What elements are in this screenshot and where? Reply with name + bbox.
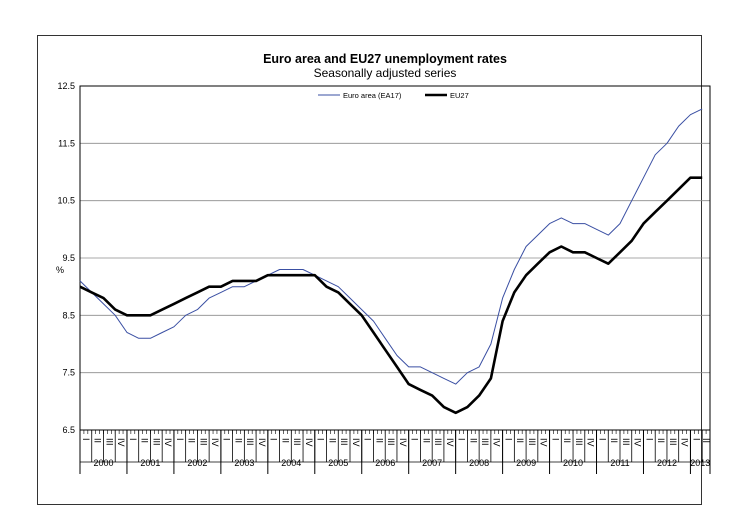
series-line-euro-area	[79, 108, 703, 385]
x-quarter-label: III	[527, 438, 537, 446]
x-quarter-label: I	[128, 438, 138, 441]
x-quarter-label: II	[468, 438, 478, 443]
x-quarter-label: I	[363, 438, 373, 441]
x-quarter-label: IV	[492, 438, 502, 447]
x-quarter-label: III	[480, 438, 490, 446]
series-line-eu27	[79, 176, 703, 415]
chart-title: Euro area and EU27 unemployment rates	[263, 52, 507, 66]
x-year-label: 2009	[516, 458, 536, 468]
x-quarter-label: IV	[257, 438, 267, 447]
x-quarter-label: II	[701, 438, 711, 443]
x-quarter-label: II	[562, 438, 572, 443]
x-quarter-label: III	[151, 438, 161, 446]
y-tick-label: 8.5	[62, 310, 75, 320]
x-year-label: 2013	[690, 458, 710, 468]
x-quarter-label: III	[104, 438, 114, 446]
x-quarter-label: III	[574, 438, 584, 446]
x-quarter-label: I	[644, 438, 654, 441]
x-quarter-label: III	[339, 438, 349, 446]
y-tick-label: 6.5	[62, 425, 75, 435]
x-quarter-label: I	[410, 438, 420, 441]
x-quarter-label: II	[515, 438, 525, 443]
x-quarter-label: II	[280, 438, 290, 443]
x-quarter-label: I	[597, 438, 607, 441]
legend: Euro area (EA17) EU27	[318, 91, 469, 100]
x-quarter-label: IV	[445, 438, 455, 447]
x-year-label: 2007	[422, 458, 442, 468]
x-quarter-label: IV	[163, 438, 173, 447]
x-year-label: 2004	[281, 458, 301, 468]
x-quarter-label: IV	[351, 438, 361, 447]
y-axis: 12.5 11.5 10.5 9.5 8.5 7.5 6.5	[57, 81, 75, 435]
series-lines	[79, 108, 703, 415]
y-tick-label: 10.5	[57, 196, 75, 206]
y-tick-label: 12.5	[57, 81, 75, 91]
x-quarter-label: I	[222, 438, 232, 441]
x-quarter-label: I	[550, 438, 560, 441]
x-year-label: 2002	[187, 458, 207, 468]
x-quarter-label: IV	[586, 438, 596, 447]
y-tick-label: 11.5	[58, 138, 75, 148]
x-quarter-label: IV	[304, 438, 314, 447]
x-quarter-label: II	[656, 438, 666, 443]
x-quarter-label: II	[374, 438, 384, 443]
x-quarter-label: II	[187, 438, 197, 443]
x-year-label: 2006	[375, 458, 395, 468]
x-quarter-label: I	[503, 438, 513, 441]
x-year-label: 2010	[563, 458, 583, 468]
x-quarter-label: II	[233, 438, 243, 443]
x-quarter-label: I	[269, 438, 279, 441]
x-quarter-label: I	[457, 438, 467, 441]
chart-frame	[37, 35, 702, 505]
y-tick-label: 9.5	[62, 253, 75, 263]
x-quarter-label: II	[327, 438, 337, 443]
x-quarter-label: IV	[116, 438, 126, 447]
x-quarter-label: III	[621, 438, 631, 446]
x-year-label: 2000	[93, 458, 113, 468]
x-quarter-label: IV	[210, 438, 220, 447]
legend-label-eu27: EU27	[450, 91, 469, 100]
x-quarter-label: I	[175, 438, 185, 441]
x-quarter-label: I	[81, 438, 91, 441]
x-year-label: 2008	[469, 458, 489, 468]
legend-label-euro-area: Euro area (EA17)	[343, 91, 402, 100]
x-quarter-label: IV	[633, 438, 643, 447]
x-year-label: 2005	[328, 458, 348, 468]
x-quarter-label: III	[668, 438, 678, 446]
plot-area	[79, 85, 711, 431]
y-tick-label: 7.5	[62, 368, 75, 378]
x-quarter-label: III	[245, 438, 255, 446]
x-quarter-label: III	[433, 438, 443, 446]
x-quarter-label: IV	[539, 438, 549, 447]
x-quarter-label: III	[292, 438, 302, 446]
x-quarter-label: IV	[680, 438, 690, 447]
x-year-label: 2012	[657, 458, 677, 468]
y-axis-label: %	[56, 265, 64, 275]
x-quarter-label: I	[691, 438, 701, 441]
chart-subtitle: Seasonally adjusted series	[313, 66, 457, 80]
x-quarter-label: II	[609, 438, 619, 443]
x-quarter-label: II	[93, 438, 103, 443]
x-year-label: 2011	[610, 458, 629, 468]
x-quarter-label: III	[198, 438, 208, 446]
x-quarter-label: IV	[398, 438, 408, 447]
x-year-label: 2003	[234, 458, 254, 468]
x-quarter-label: II	[140, 438, 150, 443]
x-quarter-label: I	[316, 438, 326, 441]
x-quarter-label: II	[421, 438, 431, 443]
x-year-label: 2001	[140, 458, 160, 468]
x-quarter-label: III	[386, 438, 396, 446]
